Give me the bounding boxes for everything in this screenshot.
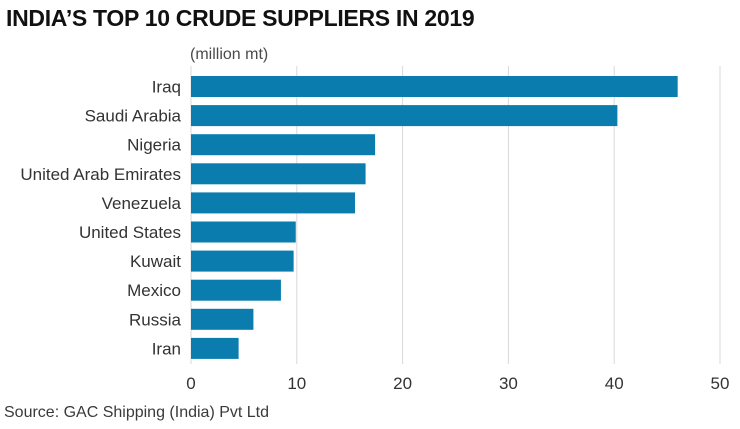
x-tick-label: 0 — [186, 374, 195, 393]
bar-saudi-arabia — [191, 105, 618, 127]
x-tick-label: 40 — [605, 374, 624, 393]
x-tick-label: 10 — [287, 374, 306, 393]
bar-mexico — [191, 279, 281, 301]
x-tick-labels: 0 10 20 30 40 50 — [186, 374, 729, 393]
category-label: Mexico — [127, 281, 181, 300]
bars — [191, 76, 678, 359]
bar-kuwait — [191, 250, 294, 272]
category-label: Saudi Arabia — [85, 107, 182, 126]
category-label: United States — [79, 223, 181, 242]
unit-label: (million mt) — [190, 46, 269, 63]
category-label: United Arab Emirates — [20, 165, 181, 184]
bar-venezuela — [191, 192, 355, 214]
x-tick-label: 50 — [711, 374, 730, 393]
bar-russia — [191, 308, 254, 330]
chart-title: INDIA’S TOP 10 CRUDE SUPPLIERS IN 2019 — [6, 5, 475, 31]
category-labels: Iraq Saudi Arabia Nigeria United Arab Emira… — [20, 78, 181, 359]
category-label: Iran — [152, 339, 181, 358]
bar-united-states — [191, 221, 296, 243]
bar-iran — [191, 337, 239, 359]
bar-united-arab-emirates — [191, 163, 366, 185]
x-tick-label: 20 — [393, 374, 412, 393]
category-label: Nigeria — [127, 136, 181, 155]
category-label: Venezuela — [102, 194, 182, 213]
bar-nigeria — [191, 134, 376, 156]
x-tick-label: 30 — [499, 374, 518, 393]
category-label: Russia — [129, 310, 182, 329]
source-note: Source: GAC Shipping (India) Pvt Ltd — [4, 404, 270, 421]
category-label: Kuwait — [130, 252, 181, 271]
bar-iraq — [191, 76, 678, 97]
category-label: Iraq — [152, 78, 181, 97]
